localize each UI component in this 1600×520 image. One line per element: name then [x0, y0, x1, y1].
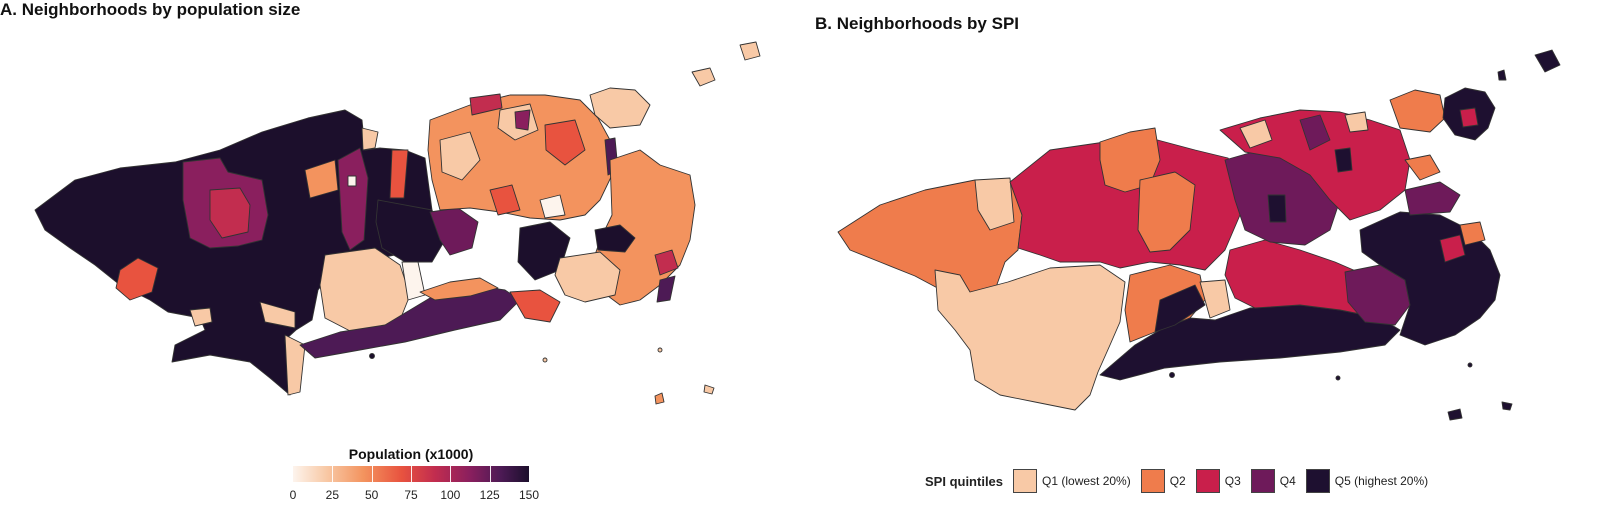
region	[1239, 119, 1273, 149]
spi-legend-swatch	[1140, 469, 1165, 493]
region	[1459, 221, 1486, 246]
spi-legend-swatch	[1013, 469, 1038, 493]
island	[1467, 362, 1473, 368]
region	[189, 307, 213, 327]
colorbar-tick	[489, 466, 491, 482]
spi-legend-label: Q4	[1279, 474, 1296, 488]
island	[542, 357, 548, 363]
map-spi	[837, 49, 1561, 421]
island	[703, 384, 715, 395]
population-legend-title: Population (x1000)	[348, 446, 474, 462]
region	[115, 257, 159, 301]
spi-legend: SPI quintiles Q1 (lowest 20%) Q2 Q3 Q4 Q5 (h…	[925, 468, 1438, 494]
colorbar-tick-label: 50	[364, 488, 379, 502]
region	[389, 149, 409, 199]
region	[1344, 111, 1369, 133]
island	[1335, 375, 1341, 381]
region	[469, 93, 503, 116]
colorbar-tick-label: 100	[440, 488, 461, 502]
island	[691, 67, 716, 87]
island	[657, 347, 663, 353]
island	[1534, 49, 1561, 73]
island	[1447, 408, 1463, 421]
panel-b-title: B. Neighborhoods by SPI	[815, 14, 1020, 33]
spi-legend-item: Q3	[1195, 469, 1241, 493]
colorbar-tick-label: 0	[289, 488, 297, 502]
spi-legend-swatch	[1250, 469, 1275, 493]
panel-a-title: A. Neighborhoods by population size	[0, 0, 301, 19]
spi-legend-item: Q5 (highest 20%)	[1305, 469, 1429, 493]
colorbar-tick-label: 75	[404, 488, 418, 502]
region	[509, 289, 561, 323]
island	[1497, 69, 1507, 81]
spi-legend-label: Q5 (highest 20%)	[1334, 474, 1429, 488]
region	[1439, 234, 1466, 263]
region	[837, 179, 1023, 299]
region	[259, 301, 296, 329]
spi-legend-item: Q1 (lowest 20%)	[1013, 469, 1131, 493]
region	[489, 184, 521, 216]
region	[656, 275, 676, 303]
spi-legend-title: SPI quintiles	[925, 473, 1004, 489]
region	[1459, 107, 1479, 128]
island	[654, 392, 665, 405]
spi-legend-item: Q4	[1250, 469, 1296, 493]
region	[1334, 147, 1353, 173]
colorbar-tick	[411, 466, 412, 482]
island	[739, 41, 761, 61]
region	[589, 87, 651, 129]
region	[419, 277, 499, 301]
region	[1137, 171, 1196, 253]
region	[361, 127, 379, 151]
region	[934, 264, 1126, 411]
region	[1404, 154, 1441, 181]
region	[1389, 89, 1446, 133]
spi-legend-label: Q2	[1169, 474, 1186, 488]
island	[1501, 401, 1513, 411]
region	[209, 187, 251, 239]
region	[1154, 284, 1206, 333]
colorbar-tick-label: 25	[325, 488, 340, 502]
region	[1299, 114, 1331, 151]
region	[974, 177, 1015, 231]
colorbar-tick	[371, 466, 373, 482]
region	[347, 175, 357, 187]
colorbar-tick-label: 150	[518, 488, 540, 502]
spi-legend-swatch	[1305, 469, 1330, 493]
region	[514, 109, 531, 131]
region	[554, 251, 621, 303]
spi-legend-swatch	[1195, 469, 1220, 493]
region	[304, 159, 339, 199]
region	[654, 249, 679, 276]
region	[544, 119, 586, 166]
region	[439, 131, 481, 181]
region	[1267, 194, 1287, 223]
region	[539, 194, 566, 219]
region	[594, 224, 636, 253]
spi-legend-item: Q2	[1140, 469, 1186, 493]
colorbar-tick	[332, 466, 334, 482]
region	[1199, 279, 1231, 319]
colorbar-tick-label: 125	[479, 488, 500, 502]
island	[369, 353, 375, 359]
map-population	[34, 41, 761, 405]
spi-legend-label: Q3	[1224, 474, 1241, 488]
colorbar-tick	[450, 466, 452, 482]
region	[1404, 181, 1461, 216]
region	[284, 334, 306, 396]
spi-legend-label: Q1 (lowest 20%)	[1042, 474, 1131, 488]
island	[1169, 372, 1175, 378]
region	[337, 147, 369, 251]
